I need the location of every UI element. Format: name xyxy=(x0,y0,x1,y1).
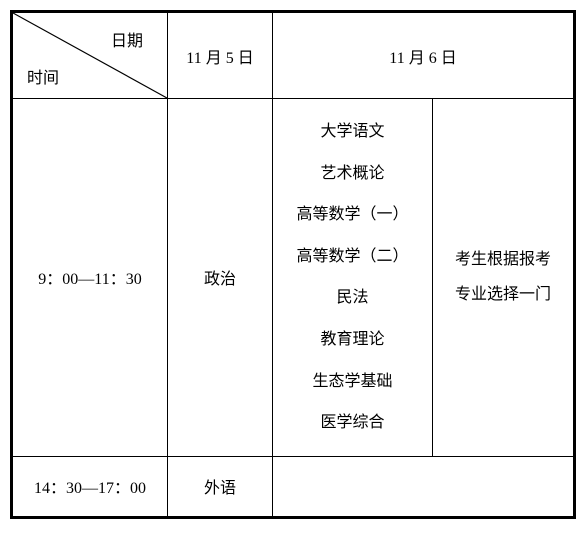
list-item: 高等数学（二） xyxy=(273,236,432,278)
morning-time-cell: 9：00—11：30 xyxy=(13,99,168,457)
morning-note-cell: 考生根据报考 专业选择一门 xyxy=(433,99,574,457)
list-item: 民法 xyxy=(273,277,432,319)
afternoon-day1-subject: 外语 xyxy=(168,456,273,516)
list-item: 大学语文 xyxy=(273,111,432,153)
table-row: 14：30—17：00 外语 xyxy=(13,456,574,516)
table-row: 9：00—11：30 政治 大学语文艺术概论高等数学（一）高等数学（二）民法教育… xyxy=(13,99,574,457)
list-item: 高等数学（一） xyxy=(273,194,432,236)
diagonal-header-cell: 日期 时间 xyxy=(13,13,168,99)
afternoon-day2-cell xyxy=(273,456,574,516)
note-line: 专业选择一门 xyxy=(433,277,573,312)
time-axis-label: 时间 xyxy=(27,64,59,88)
schedule-table: 日期 时间 11 月 5 日 11 月 6 日 9：00—11：30 政治 大学… xyxy=(12,12,574,517)
afternoon-time-cell: 14：30—17：00 xyxy=(13,456,168,516)
day2-header: 11 月 6 日 xyxy=(273,13,574,99)
date-axis-label: 日期 xyxy=(111,27,143,51)
subject-list: 大学语文艺术概论高等数学（一）高等数学（二）民法教育理论生态学基础医学综合 xyxy=(273,99,432,456)
day1-header: 11 月 5 日 xyxy=(168,13,273,99)
morning-day2-subjects-cell: 大学语文艺术概论高等数学（一）高等数学（二）民法教育理论生态学基础医学综合 xyxy=(273,99,433,457)
list-item: 医学综合 xyxy=(273,402,432,444)
selection-note: 考生根据报考 专业选择一门 xyxy=(433,242,573,312)
header-row: 日期 时间 11 月 5 日 11 月 6 日 xyxy=(13,13,574,99)
schedule-table-container: 日期 时间 11 月 5 日 11 月 6 日 9：00—11：30 政治 大学… xyxy=(10,10,576,519)
list-item: 艺术概论 xyxy=(273,153,432,195)
morning-day1-subject: 政治 xyxy=(168,99,273,457)
list-item: 教育理论 xyxy=(273,319,432,361)
note-line: 考生根据报考 xyxy=(433,242,573,277)
list-item: 生态学基础 xyxy=(273,361,432,403)
